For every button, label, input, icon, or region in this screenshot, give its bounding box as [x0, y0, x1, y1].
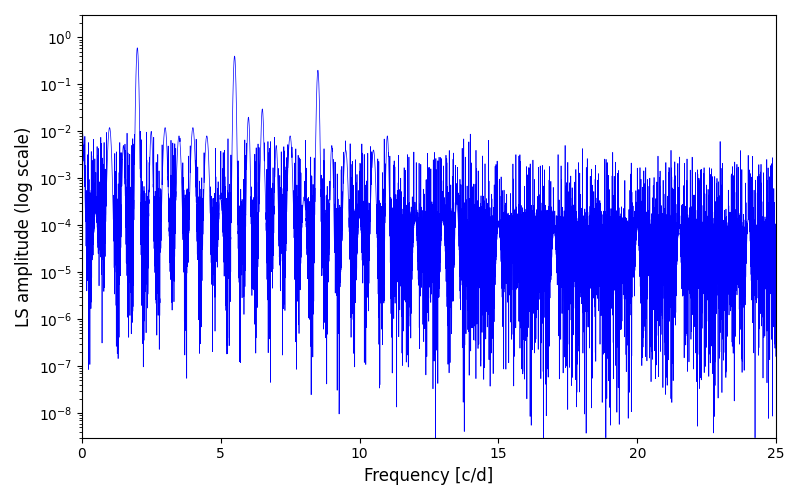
Y-axis label: LS amplitude (log scale): LS amplitude (log scale)	[15, 126, 33, 326]
X-axis label: Frequency [c/d]: Frequency [c/d]	[364, 467, 494, 485]
